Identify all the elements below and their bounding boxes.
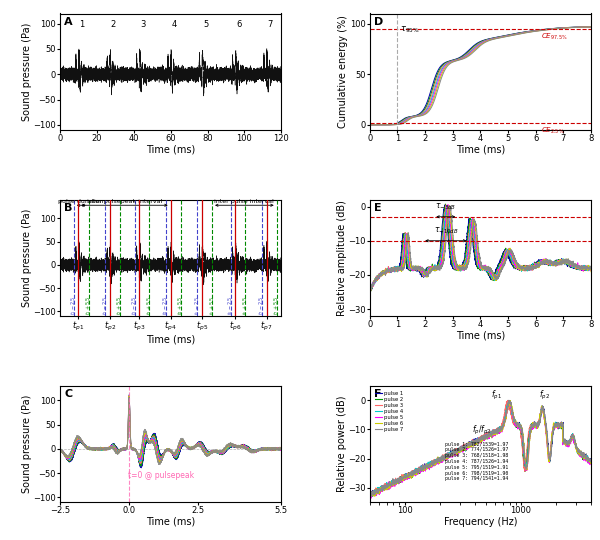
Y-axis label: Sound pressure (Pa): Sound pressure (Pa)	[22, 23, 32, 121]
Text: $t_{5}+5.5$: $t_{5}+5.5$	[208, 295, 217, 315]
X-axis label: Time (ms): Time (ms)	[146, 335, 195, 345]
Text: $\tau_{-3dB}$: $\tau_{-3dB}$	[435, 201, 457, 212]
X-axis label: Time (ms): Time (ms)	[456, 144, 505, 154]
X-axis label: Time (ms): Time (ms)	[146, 144, 195, 154]
Text: 3: 3	[140, 19, 146, 29]
Text: $t_{6}-2.5$: $t_{6}-2.5$	[226, 295, 235, 315]
Text: 1: 1	[79, 19, 85, 29]
Y-axis label: Relative power (dB): Relative power (dB)	[337, 396, 347, 492]
Text: $CE_{97.5\%}$: $CE_{97.5\%}$	[541, 32, 568, 42]
Text: $t_{1}-2.5$: $t_{1}-2.5$	[70, 295, 78, 315]
Y-axis label: Sound pressure (Pa): Sound pressure (Pa)	[22, 395, 32, 493]
Legend: pulse 1, pulse 2, pulse 3, pulse 4, pulse 5, pulse 6, pulse 7: pulse 1, pulse 2, pulse 3, pulse 4, puls…	[373, 388, 406, 434]
Text: $t_{1}+5.5$: $t_{1}+5.5$	[84, 295, 93, 315]
Text: E: E	[374, 203, 382, 213]
Text: 5: 5	[203, 19, 208, 29]
Text: F: F	[374, 389, 382, 400]
Text: t=0 @ pulsepeak: t=0 @ pulsepeak	[128, 471, 194, 480]
Text: $f_{p2}$: $f_{p2}$	[539, 389, 550, 402]
Text: $t_{3}-2.5$: $t_{3}-2.5$	[130, 295, 139, 315]
Text: $t_{2}+5.5$: $t_{2}+5.5$	[115, 295, 124, 315]
X-axis label: Time (ms): Time (ms)	[456, 330, 505, 341]
X-axis label: Time (ms): Time (ms)	[146, 517, 195, 526]
X-axis label: Frequency (Hz): Frequency (Hz)	[443, 517, 517, 526]
Text: 7: 7	[268, 19, 273, 29]
Text: 4: 4	[172, 19, 177, 29]
Text: $t_{4}-2.5$: $t_{4}-2.5$	[161, 295, 170, 315]
Text: pulse 1: 782/1539=1.97
pulse 2: 774/1526=1.97
pulse 3: 768/1518=1.98
pulse 4: 78: pulse 1: 782/1539=1.97 pulse 2: 774/1526…	[445, 442, 508, 482]
Text: $f_{p1}$: $f_{p1}$	[491, 389, 502, 402]
Text: C: C	[64, 389, 73, 400]
Text: $t_{5}-2.5$: $t_{5}-2.5$	[193, 295, 202, 315]
Text: inter pulse interval: inter pulse interval	[215, 199, 274, 204]
Text: $\tau_{-10dB}$: $\tau_{-10dB}$	[434, 225, 458, 235]
Y-axis label: Relative amplitude (dB): Relative amplitude (dB)	[337, 200, 347, 316]
Text: $t_{7}+5.5$: $t_{7}+5.5$	[272, 295, 281, 315]
Text: $t_{4}+5.5$: $t_{4}+5.5$	[176, 295, 185, 315]
Text: 6: 6	[236, 19, 241, 29]
Text: $\tau_{95\%}$: $\tau_{95\%}$	[400, 25, 420, 35]
Y-axis label: Sound pressure (Pa): Sound pressure (Pa)	[22, 208, 32, 307]
Text: $t_{7}-2.5$: $t_{7}-2.5$	[257, 295, 266, 315]
Text: pulse duration: pulse duration	[58, 199, 104, 204]
Text: 2: 2	[111, 19, 116, 29]
Text: $t_{6}+5.5$: $t_{6}+5.5$	[241, 295, 250, 315]
Text: $t_{2}-2.5$: $t_{2}-2.5$	[101, 295, 110, 315]
Text: B: B	[64, 203, 73, 213]
Text: $CE_{2.5\%}$: $CE_{2.5\%}$	[541, 126, 565, 136]
Text: inter pulsepeak interval: inter pulsepeak interval	[87, 199, 162, 204]
Text: $f_p/f_{p2}$: $f_p/f_{p2}$	[472, 424, 491, 437]
Text: A: A	[64, 17, 73, 27]
Y-axis label: Cumulative energy (%): Cumulative energy (%)	[338, 15, 349, 128]
Text: $t_{3}+5.5$: $t_{3}+5.5$	[145, 295, 154, 315]
Text: D: D	[374, 17, 383, 27]
